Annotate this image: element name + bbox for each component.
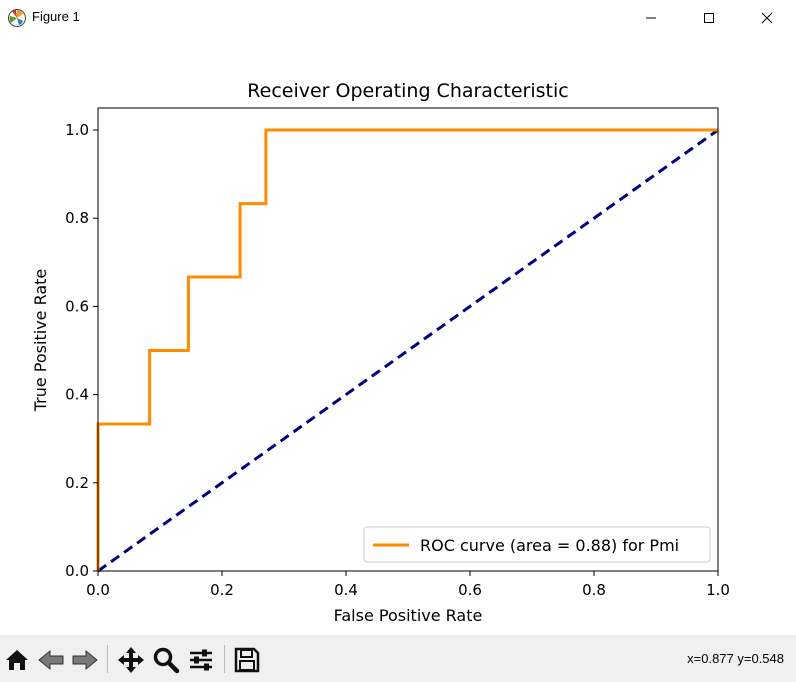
x-tick-label: 0.6	[458, 581, 482, 599]
configure-icon	[190, 649, 212, 671]
x-axis-label: False Positive Rate	[334, 606, 483, 625]
legend-box	[363, 526, 711, 563]
chance-diagonal-line	[97, 128, 719, 573]
x-tick-label: 0.8	[582, 581, 606, 599]
legend: ROC curve (area = 0.88) for Pmi	[363, 526, 711, 563]
x-tick-label: 0.0	[86, 581, 110, 599]
navigation-toolbar: x=0.877 y=0.548	[0, 635, 796, 682]
window-title: Figure 1	[32, 9, 80, 24]
y-axis-label: True Positive Rate	[31, 269, 50, 413]
save-button[interactable]	[232, 645, 262, 675]
roc-chart: Receiver Operating Characteristic 0.0 0.2…	[31, 80, 730, 625]
save-icon	[234, 647, 260, 673]
y-tick-label: 0.4	[65, 386, 89, 404]
maximize-icon	[704, 13, 714, 23]
close-button[interactable]	[738, 0, 796, 36]
y-tick-label: 1.0	[65, 121, 89, 139]
x-tick-label: 0.4	[334, 581, 358, 599]
home-icon	[6, 650, 28, 670]
cursor-coordinates: x=0.877 y=0.548	[687, 651, 784, 666]
back-icon	[38, 649, 64, 671]
maximize-button[interactable]	[680, 0, 738, 36]
roc-curve-line	[96, 128, 718, 571]
title-bar: Figure 1	[0, 0, 796, 36]
configure-subplots-button[interactable]	[186, 645, 216, 675]
close-icon	[761, 12, 773, 24]
y-tick-label: 0.2	[65, 474, 89, 492]
pan-button[interactable]	[116, 645, 146, 675]
axes-frame	[97, 107, 719, 572]
minimize-button[interactable]	[622, 0, 680, 36]
chart-title: Receiver Operating Characteristic	[247, 80, 568, 102]
matplotlib-logo-icon	[7, 8, 27, 28]
y-tick-label: 0.0	[65, 562, 89, 580]
toolbar-separator	[107, 645, 108, 673]
pan-icon	[118, 647, 144, 673]
minimize-icon	[646, 17, 656, 19]
forward-icon	[72, 649, 98, 671]
zoom-button[interactable]	[151, 645, 181, 675]
figure-canvas[interactable]: Receiver Operating Characteristic 0.0 0.2…	[0, 36, 796, 635]
x-tick-label: 0.2	[210, 581, 234, 599]
legend-label: ROC curve (area = 0.88) for Pmi	[420, 536, 679, 555]
zoom-icon	[153, 647, 180, 674]
toolbar-separator	[224, 645, 225, 673]
forward-button[interactable]	[70, 645, 100, 675]
home-button[interactable]	[2, 645, 32, 675]
y-tick-label: 0.6	[65, 297, 89, 315]
y-tick-label: 0.8	[65, 209, 89, 227]
back-button[interactable]	[36, 645, 66, 675]
x-tick-label: 1.0	[706, 581, 730, 599]
